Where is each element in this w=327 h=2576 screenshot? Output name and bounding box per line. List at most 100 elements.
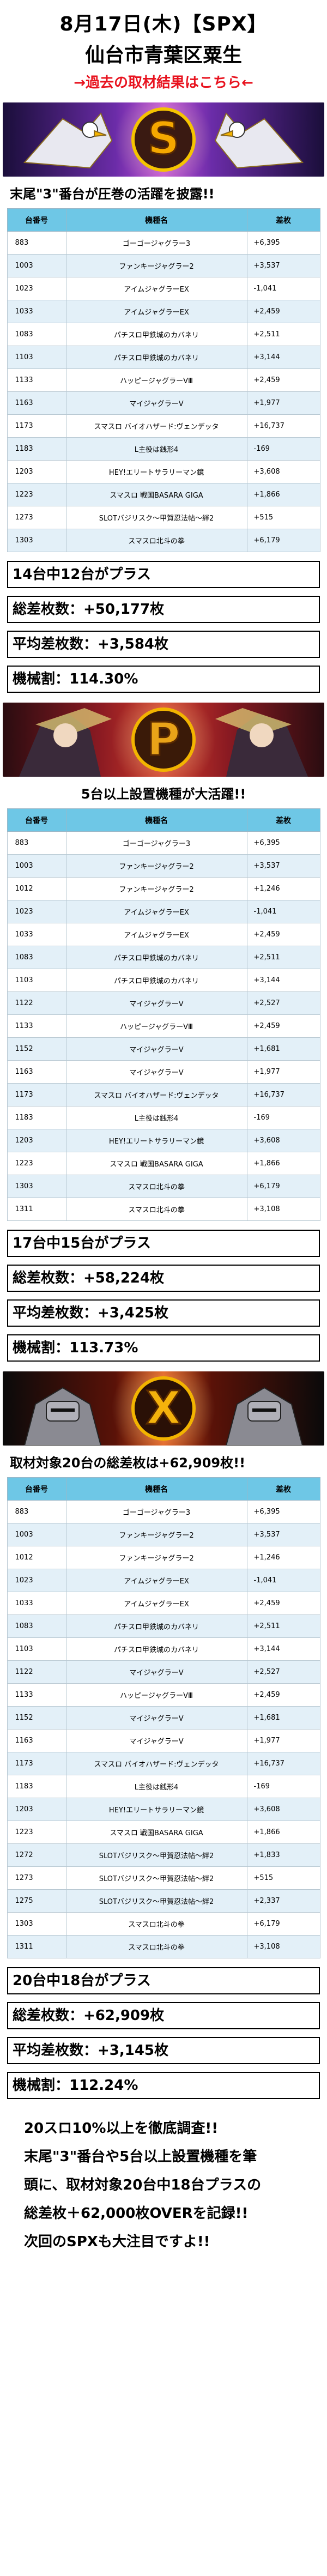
table-row: 1023 アイムジャグラーEX -1,041 <box>7 900 320 923</box>
section2-summary-total: 総差枚数：+58,224枚 <box>7 1265 320 1292</box>
diff-coins-cell: +2,459 <box>246 923 320 946</box>
table-row: 1003 ファンキージャグラー2 +3,537 <box>7 1523 320 1546</box>
section1-summary-plus: 14台中12台がプラス <box>7 561 320 588</box>
machine-number-cell: 1163 <box>7 391 66 415</box>
machine-number-cell: 1003 <box>7 854 66 878</box>
diff-coins-cell: +1,977 <box>246 1729 320 1752</box>
diff-coins-cell: -1,041 <box>246 1569 320 1592</box>
machine-number-cell: 1303 <box>7 1175 66 1198</box>
machine-number-cell: 1163 <box>7 1060 66 1084</box>
section1-headline: 末尾"3"番台が圧巻の活躍を披露!! <box>10 186 215 202</box>
machine-number-cell: 1012 <box>7 1546 66 1569</box>
machine-name-cell: スマスロ北斗の拳 <box>65 1912 247 1936</box>
diff-coins-cell: +3,108 <box>246 1935 320 1958</box>
machine-number-cell: 1203 <box>7 1798 66 1821</box>
table-row: 1311 スマスロ北斗の拳 +3,108 <box>7 1935 320 1958</box>
machine-name-cell: ゴーゴージャグラー3 <box>65 1500 247 1523</box>
machine-number-cell: 1203 <box>7 1129 66 1152</box>
machine-name-cell: パチスロ甲鉄城のカバネリ <box>65 969 247 992</box>
col-header-number: 台番号 <box>7 808 66 832</box>
past-results-link[interactable]: →過去の取材結果はこちら← <box>74 75 253 91</box>
table-row: 1183 L主役は銭形4 -169 <box>7 1106 320 1129</box>
closing-line: 総差枚＋62,000枚OVERを記録!! <box>24 2205 249 2222</box>
diff-coins-cell: +2,459 <box>246 368 320 392</box>
banner-p: P <box>3 703 324 777</box>
machine-name-cell: ファンキージャグラー2 <box>65 877 247 900</box>
table-row: 1152 マイジャグラーV +1,681 <box>7 1037 320 1061</box>
diff-coins-cell: +3,108 <box>246 1198 320 1221</box>
diff-coins-cell: +2,459 <box>246 1592 320 1615</box>
machine-name-cell: パチスロ甲鉄城のカバネリ <box>65 323 247 346</box>
diff-coins-cell: +3,144 <box>246 969 320 992</box>
diff-coins-cell: +1,866 <box>246 1152 320 1175</box>
machine-number-cell: 1103 <box>7 969 66 992</box>
table-row: 1003 ファンキージャグラー2 +3,537 <box>7 254 320 277</box>
closing-line: 次回のSPXも大注目ですよ!! <box>24 2234 210 2250</box>
machine-name-cell: L主役は銭形4 <box>65 437 247 461</box>
machine-number-cell: 1183 <box>7 437 66 461</box>
diff-coins-cell: +3,144 <box>246 346 320 369</box>
machine-name-cell: HEY!エリートサラリーマン鏡 <box>65 460 247 483</box>
col-header-diff: 差枚 <box>246 1477 320 1501</box>
diff-coins-cell: -169 <box>246 437 320 461</box>
table-row: 1033 アイムジャグラーEX +2,459 <box>7 300 320 323</box>
table-row: 1183 L主役は銭形4 -169 <box>7 1775 320 1798</box>
table-row: 1033 アイムジャグラーEX +2,459 <box>7 923 320 946</box>
machine-name-cell: マイジャグラーV <box>65 1037 247 1061</box>
knight-icon-right <box>225 1387 304 1446</box>
table-row: 883 ゴーゴージャグラー3 +6,395 <box>7 1500 320 1523</box>
location-title: 仙台市青葉区粟生 <box>84 44 242 66</box>
table-row: 1173 スマスロ バイオハザード:ヴェンデッタ +16,737 <box>7 1752 320 1775</box>
section1-summary-average: 平均差枚数：+3,584枚 <box>7 631 320 658</box>
table-row: 1223 スマスロ 戦国BASARA GIGA +1,866 <box>7 483 320 506</box>
machine-number-cell: 1023 <box>7 900 66 923</box>
header: 8月17日(木)【SPX】 仙台市青葉区粟生 →過去の取材結果はこちら← <box>0 0 327 93</box>
machine-name-cell: スマスロ バイオハザード:ヴェンデッタ <box>65 414 247 438</box>
section1-table: 台番号 機種名 差枚 883 ゴーゴージャグラー3 +6,395 1003 ファンキージ… <box>7 208 320 552</box>
banner-x: X <box>3 1371 324 1446</box>
machine-number-cell: 883 <box>7 1500 66 1523</box>
machine-name-cell: HEY!エリートサラリーマン鏡 <box>65 1129 247 1152</box>
table-row: 1163 マイジャグラーV +1,977 <box>7 1729 320 1752</box>
machine-name-cell: スマスロ北斗の拳 <box>65 1198 247 1221</box>
table-row: 1152 マイジャグラーV +1,681 <box>7 1706 320 1730</box>
diff-coins-cell: +2,459 <box>246 300 320 323</box>
machine-number-cell: 1311 <box>7 1198 66 1221</box>
table-row: 1103 パチスロ甲鉄城のカバネリ +3,144 <box>7 969 320 992</box>
table-row: 1203 HEY!エリートサラリーマン鏡 +3,608 <box>7 1798 320 1821</box>
diff-coins-cell: +1,866 <box>246 1821 320 1844</box>
banner-p-letter: P <box>147 712 180 766</box>
machine-name-cell: L主役は銭形4 <box>65 1106 247 1129</box>
machine-name-cell: ファンキージャグラー2 <box>65 254 247 277</box>
machine-name-cell: SLOTバジリスク～甲賀忍法帖～絆2 <box>65 1889 247 1913</box>
section3-summary-rate: 機械割：112.24% <box>7 2072 320 2099</box>
machine-number-cell: 1023 <box>7 1569 66 1592</box>
section3-summary-average: 平均差枚数：+3,145枚 <box>7 2037 320 2064</box>
knight-icon-left <box>23 1387 102 1446</box>
table-row: 1083 パチスロ甲鉄城のカバネリ +2,511 <box>7 1614 320 1638</box>
section3-summary-total: 総差枚数：+62,909枚 <box>7 2002 320 2029</box>
machine-name-cell: SLOTバジリスク～甲賀忍法帖～絆2 <box>65 506 247 529</box>
machine-name-cell: スマスロ北斗の拳 <box>65 1935 247 1958</box>
machine-number-cell: 1133 <box>7 1014 66 1038</box>
col-header-machine: 機種名 <box>65 808 247 832</box>
table-row: 1163 マイジャグラーV +1,977 <box>7 391 320 415</box>
machine-number-cell: 1183 <box>7 1775 66 1798</box>
machine-name-cell: アイムジャグラーEX <box>65 1592 247 1615</box>
section2-table: 台番号 機種名 差枚 883 ゴーゴージャグラー3 +6,395 1003 ファンキージ… <box>7 808 320 1221</box>
table-row: 883 ゴーゴージャグラー3 +6,395 <box>7 231 320 255</box>
machine-number-cell: 1163 <box>7 1729 66 1752</box>
machine-name-cell: アイムジャグラーEX <box>65 1569 247 1592</box>
machine-name-cell: パチスロ甲鉄城のカバネリ <box>65 1637 247 1661</box>
diff-coins-cell: +6,395 <box>246 231 320 255</box>
diff-coins-cell: +1,246 <box>246 1546 320 1569</box>
diff-coins-cell: +6,179 <box>246 529 320 552</box>
section2-headline: 5台以上設置機種が大活躍!! <box>81 787 246 802</box>
machine-name-cell: ハッピージャグラーVⅢ <box>65 1014 247 1038</box>
machine-number-cell: 1173 <box>7 1083 66 1106</box>
machine-number-cell: 883 <box>7 831 66 855</box>
closing-line: 末尾"3"番台や5台以上設置機種を筆 <box>24 2149 257 2165</box>
table-row: 1083 パチスロ甲鉄城のカバネリ +2,511 <box>7 946 320 969</box>
machine-number-cell: 1103 <box>7 346 66 369</box>
section1-summary-total: 総差枚数：+50,177枚 <box>7 596 320 623</box>
